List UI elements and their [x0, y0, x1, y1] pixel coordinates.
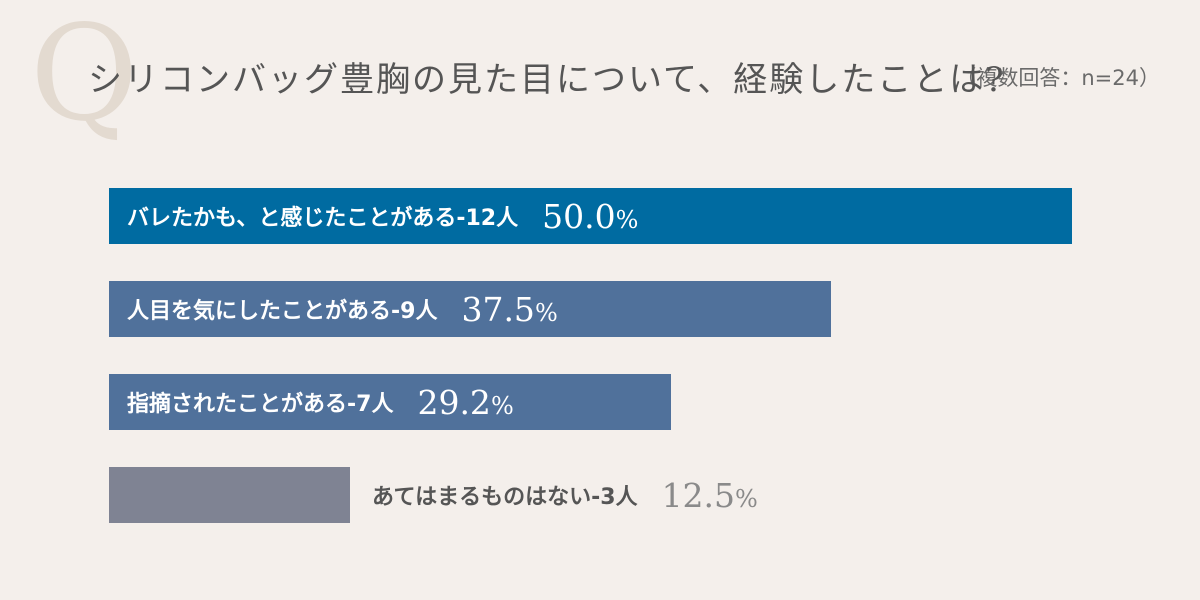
- percent-unit: %: [490, 391, 514, 420]
- bar-label-group: あてはまるものはない-3人 12.5%: [372, 467, 758, 523]
- percent-value: 12.5: [661, 475, 736, 515]
- percent-label: 37.5%: [461, 290, 557, 329]
- bar: [109, 281, 831, 337]
- bar-label-group: 人目を気にしたことがある-9人 37.5%: [127, 281, 558, 337]
- bar-label-group: 指摘されたことがある-7人 29.2%: [127, 374, 514, 430]
- bar-row: あてはまるものはない-3人 12.5%: [109, 467, 1149, 523]
- bar-row: 人目を気にしたことがある-9人 37.5%: [109, 281, 1149, 337]
- bar-chart: バレたかも、と感じたことがある-12人 50.0% 人目を気にしたことがある-9人 3…: [109, 188, 1149, 528]
- percent-label: 29.2%: [417, 383, 513, 422]
- category-label: バレたかも、と感じたことがある-12人: [127, 206, 519, 231]
- bar-row: 指摘されたことがある-7人 29.2%: [109, 374, 1149, 430]
- bar: [109, 188, 1072, 244]
- percent-label: 12.5%: [662, 476, 758, 515]
- question-mark-q: Q: [30, 0, 139, 151]
- percent-unit: %: [615, 205, 639, 234]
- response-note: （複数回答：n=24）: [955, 66, 1160, 90]
- bar-label-group: バレたかも、と感じたことがある-12人 50.0%: [127, 188, 638, 244]
- percent-unit: %: [735, 484, 758, 513]
- category-label: 人目を気にしたことがある-9人: [127, 299, 438, 324]
- bar: [109, 374, 671, 430]
- category-label: あてはまるものはない-3人: [372, 485, 638, 510]
- percent-label: 50.0%: [542, 197, 638, 236]
- percent-value: 50.0: [542, 196, 616, 236]
- category-label: 指摘されたことがある-7人: [127, 392, 394, 417]
- bar: [109, 467, 350, 523]
- bar-row: バレたかも、と感じたことがある-12人 50.0%: [109, 188, 1149, 244]
- percent-value: 37.5: [461, 289, 535, 329]
- percent-value: 29.2: [417, 382, 491, 422]
- question-title: シリコンバッグ豊胸の見た目について、経験したことは?: [88, 60, 1006, 100]
- percent-unit: %: [534, 298, 558, 327]
